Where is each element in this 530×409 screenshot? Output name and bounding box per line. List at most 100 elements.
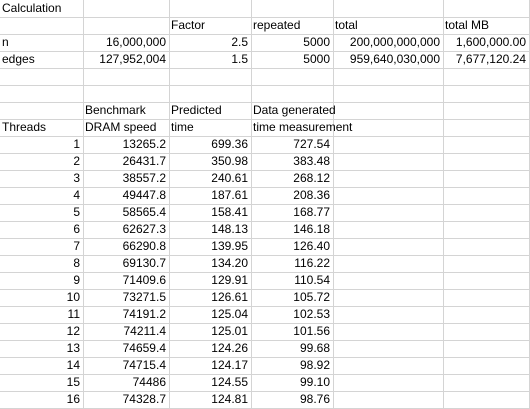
cell-predicted-time[interactable]: 125.04 [211,307,248,321]
cell-dram-speed[interactable]: 74211.4 [123,324,167,338]
cell-header-total-mb[interactable]: total MB [445,18,490,32]
cell-header-benchmark[interactable]: Benchmark [85,103,146,117]
cell-measured-time[interactable]: 383.48 [293,154,330,168]
cell-dram-speed[interactable]: 74486 [132,375,166,389]
cell-edges-label[interactable]: edges [2,52,35,66]
cell-measured-time[interactable]: 98.92 [299,358,330,372]
cell-dram-speed[interactable]: 58565.4 [122,205,166,219]
cell-threads[interactable]: 16 [66,392,80,406]
cell-threads[interactable]: 9 [73,273,80,287]
row-divider [0,119,530,120]
cell-n-factor[interactable]: 2.5 [231,35,248,49]
cell-predicted-time[interactable]: 134.20 [211,256,248,270]
cell-threads[interactable]: 10 [66,290,80,304]
cell-predicted-time[interactable]: 129.91 [211,273,248,287]
cell-predicted-time[interactable]: 350.98 [211,154,248,168]
cell-edges-total[interactable]: 959,640,030,000 [349,52,440,66]
cell-measured-time[interactable]: 102.53 [293,307,330,321]
cell-dram-speed[interactable]: 74328.7 [122,392,166,406]
cell-n-label[interactable]: n [2,35,9,49]
cell-threads[interactable]: 14 [66,358,80,372]
cell-header-predicted[interactable]: Predicted [171,103,222,117]
cell-measured-time[interactable]: 168.77 [293,205,330,219]
cell-measured-time[interactable]: 99.68 [299,341,330,355]
cell-measured-time[interactable]: 727.54 [293,137,330,151]
cell-dram-speed[interactable]: 71409.6 [122,273,166,287]
cell-dram-speed[interactable]: 62627.3 [122,222,166,236]
cell-predicted-time[interactable]: 699.36 [211,137,248,151]
cell-edges-value[interactable]: 127,952,004 [99,52,166,66]
row-divider [0,204,530,205]
cell-measured-time[interactable]: 98.76 [299,392,330,406]
cell-measured-time[interactable]: 208.36 [293,188,330,202]
cell-threads[interactable]: 6 [73,222,80,236]
cell-predicted-time[interactable]: 124.17 [211,358,248,372]
cell-measured-time[interactable]: 110.54 [294,273,330,287]
cell-threads[interactable]: 1 [73,137,80,151]
cell-predicted-time[interactable]: 148.13 [211,222,248,236]
cell-header-dram-speed[interactable]: DRAM speed [85,120,157,134]
row-divider [0,136,530,137]
row-divider [0,340,530,341]
cell-threads[interactable]: 7 [73,239,80,253]
row-divider [0,272,530,273]
cell-dram-speed[interactable]: 73271.5 [122,290,166,304]
row-divider [0,255,530,256]
cell-dram-speed[interactable]: 66290.8 [122,239,166,253]
cell-header-time-measurement[interactable]: time measurement [253,120,353,134]
cell-edges-repeated[interactable]: 5000 [303,52,330,66]
cell-threads[interactable]: 8 [73,256,80,270]
row-divider [0,306,530,307]
cell-measured-time[interactable]: 101.56 [293,324,330,338]
cell-threads[interactable]: 5 [73,205,80,219]
cell-measured-time[interactable]: 116.22 [294,256,330,270]
cell-measured-time[interactable]: 105.72 [293,290,330,304]
cell-predicted-time[interactable]: 125.01 [211,324,248,338]
cell-predicted-time[interactable]: 139.95 [211,239,248,253]
cell-threads[interactable]: 2 [73,154,80,168]
cell-dram-speed[interactable]: 74715.4 [122,358,166,372]
cell-measured-time[interactable]: 99.10 [299,375,330,389]
cell-dram-speed[interactable]: 69130.7 [122,256,166,270]
cell-n-total-mb[interactable]: 1,600,000.00 [455,35,526,49]
cell-predicted-time[interactable]: 124.26 [211,341,248,355]
cell-header-threads[interactable]: Threads [2,120,47,134]
cell-header-total[interactable]: total [335,18,358,32]
cell-measured-time[interactable]: 268.12 [293,171,330,185]
cell-threads[interactable]: 11 [67,307,80,321]
cell-predicted-time[interactable]: 158.41 [211,205,248,219]
row-divider [0,323,530,324]
cell-dram-speed[interactable]: 13265.2 [122,137,166,151]
cell-predicted-time[interactable]: 187.61 [211,188,248,202]
cell-n-total[interactable]: 200,000,000,000 [349,35,440,49]
cell-threads[interactable]: 4 [73,188,80,202]
cell-n-value[interactable]: 16,000,000 [105,35,166,49]
cell-dram-speed[interactable]: 38557.2 [122,171,166,185]
cell-measured-time[interactable]: 126.40 [293,239,330,253]
row-divider [0,391,530,392]
cell-edges-total-mb[interactable]: 7,677,120.24 [455,52,526,66]
row-divider [0,170,530,171]
cell-dram-speed[interactable]: 74659.4 [122,341,166,355]
cell-header-time[interactable]: time [171,120,194,134]
cell-predicted-time[interactable]: 124.81 [211,392,248,406]
cell-predicted-time[interactable]: 240.61 [211,171,248,185]
cell-dram-speed[interactable]: 26431.7 [122,154,166,168]
cell-dram-speed[interactable]: 49447.8 [122,188,166,202]
cell-sheet-title[interactable]: Calculation [2,1,62,15]
cell-header-data-generated[interactable]: Data generated [253,103,336,117]
cell-n-repeated[interactable]: 5000 [303,35,330,49]
cell-header-factor[interactable]: Factor [171,18,206,32]
row-divider [0,357,530,358]
cell-edges-factor[interactable]: 1.5 [231,52,248,66]
cell-measured-time[interactable]: 146.18 [293,222,330,236]
cell-predicted-time[interactable]: 124.55 [211,375,248,389]
cell-threads[interactable]: 15 [66,375,80,389]
cell-header-repeated[interactable]: repeated [253,18,301,32]
cell-predicted-time[interactable]: 126.61 [211,290,248,304]
cell-threads[interactable]: 3 [73,171,80,185]
cell-threads[interactable]: 12 [66,324,80,338]
cell-dram-speed[interactable]: 74191.2 [122,307,166,321]
cell-threads[interactable]: 13 [66,341,80,355]
